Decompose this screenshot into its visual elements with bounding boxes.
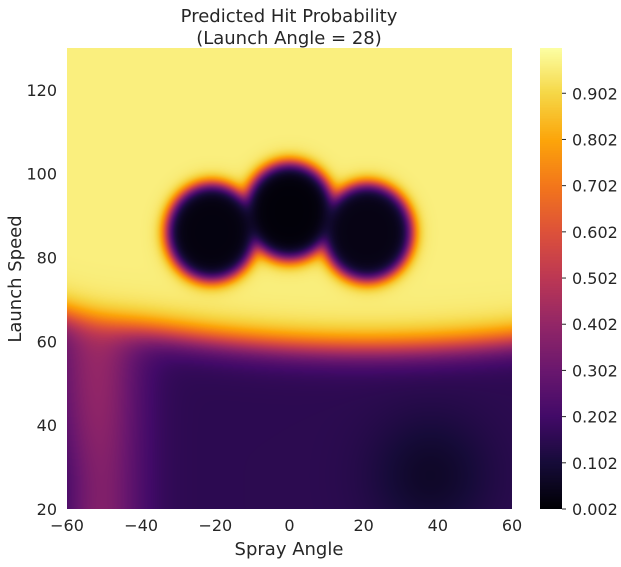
x-tick-label: 60 (502, 516, 522, 535)
y-tick-label: 40 (37, 416, 57, 435)
colorbar-tick-label: 0.402 (572, 315, 618, 334)
x-tick-label: −60 (50, 516, 84, 535)
y-axis-label: Launch Speed (5, 215, 26, 342)
colorbar (540, 48, 562, 509)
colorbar-tick-label: 0.202 (572, 408, 618, 427)
y-tick-label: 60 (37, 332, 57, 351)
x-tick-label: 0 (284, 516, 294, 535)
y-tick-label: 100 (26, 165, 57, 184)
y-tick-label: 20 (37, 500, 57, 519)
x-axis-label: Spray Angle (235, 539, 344, 560)
x-tick-label: 40 (428, 516, 448, 535)
colorbar-tick-label: 0.102 (572, 454, 618, 473)
x-tick-label: −20 (198, 516, 232, 535)
colorbar-tick-label: 0.002 (572, 500, 618, 519)
chart-subtitle: (Launch Angle = 28) (196, 28, 382, 49)
chart-title: Predicted Hit Probability (181, 6, 398, 27)
y-tick-label: 120 (26, 81, 57, 100)
colorbar-tick-label: 0.702 (572, 177, 618, 196)
x-axis-ticks: −60 −40 −20 0 20 40 60 (50, 516, 522, 535)
y-axis-ticks: 20 40 60 80 100 120 (26, 81, 57, 519)
colorbar-tick-label: 0.902 (572, 84, 618, 103)
y-tick-label: 80 (37, 249, 57, 268)
colorbar-tick-label: 0.802 (572, 130, 618, 149)
x-tick-label: 20 (353, 516, 373, 535)
colorbar-tick-label: 0.502 (572, 269, 618, 288)
colorbar-tick-label: 0.602 (572, 223, 618, 242)
x-tick-label: −40 (124, 516, 158, 535)
heatmap-plot-area (67, 48, 512, 509)
colorbar-ticks: 0.002 0.102 0.202 0.302 0.402 0.502 0.602 0.702… (562, 84, 618, 519)
colorbar-tick-label: 0.302 (572, 361, 618, 380)
